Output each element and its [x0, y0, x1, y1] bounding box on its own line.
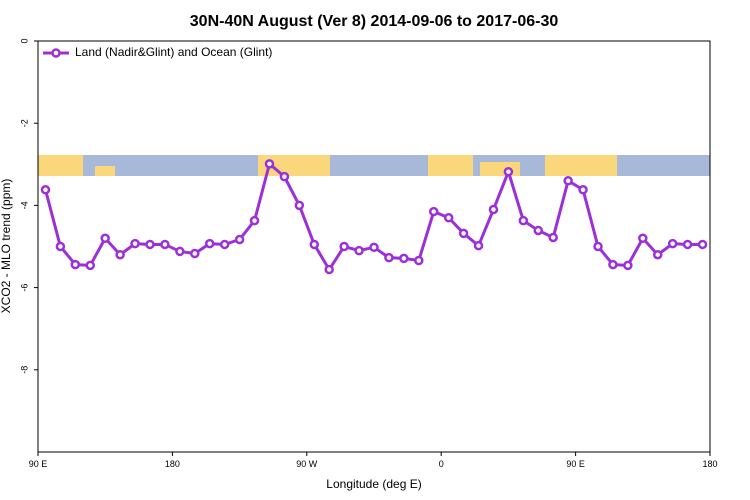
point [458, 228, 469, 239]
point [145, 239, 155, 250]
legend-marker [51, 48, 61, 58]
point [608, 259, 618, 270]
point [175, 246, 185, 257]
point [190, 248, 200, 259]
y-tick-label: -4 [19, 201, 29, 209]
point [369, 242, 379, 253]
chart-title: 30N-40N August (Ver 8) 2014-09-06 to 201… [190, 13, 559, 30]
point [339, 241, 349, 252]
point [428, 206, 439, 217]
y-tick-label: -2 [19, 119, 29, 127]
x-tick-label: 0 [439, 459, 444, 469]
point [324, 264, 334, 275]
point [697, 239, 708, 250]
y-axis-label: XCO2 - MLO trend (ppm) [0, 179, 13, 314]
point [578, 185, 588, 195]
legend-label: Land (Nadir&Glint) and Ocean (Glint) [75, 45, 272, 59]
point [234, 234, 245, 245]
point [548, 232, 558, 243]
point [518, 215, 529, 226]
point [563, 175, 573, 186]
y-tick-label: -6 [19, 284, 29, 292]
point [115, 249, 125, 260]
point [100, 233, 110, 244]
point [204, 238, 215, 249]
point [354, 245, 364, 256]
x-tick-label: 90 E [29, 459, 48, 469]
y-tick-label: -8 [19, 366, 29, 374]
point [533, 225, 544, 236]
x-tick-label: 180 [702, 459, 717, 469]
point [399, 253, 409, 264]
point [294, 200, 305, 211]
point [488, 204, 499, 215]
point [40, 185, 51, 195]
point [219, 239, 230, 250]
x-tick-label: 90 W [296, 459, 318, 469]
point [279, 171, 290, 182]
point [682, 239, 693, 250]
point [652, 249, 663, 260]
point [473, 240, 484, 251]
point [384, 252, 394, 263]
point [85, 260, 96, 271]
x-tick-label: 90 E [566, 459, 585, 469]
y-tick-label: 0 [19, 38, 29, 43]
plot-frame [37, 40, 711, 453]
point [264, 159, 275, 169]
point [414, 255, 424, 266]
point [309, 239, 320, 250]
point [443, 212, 454, 223]
x-axis-label: Longitude (deg E) [326, 477, 421, 491]
point [130, 238, 140, 249]
point [593, 241, 603, 252]
point [55, 241, 66, 252]
series-line [44, 161, 703, 273]
point [70, 259, 81, 270]
x-tick-label: 180 [165, 459, 180, 469]
point [623, 260, 633, 271]
point [638, 233, 648, 244]
point [160, 239, 170, 250]
point [249, 215, 260, 226]
map-strip [38, 155, 710, 176]
point [503, 166, 514, 177]
point [667, 238, 678, 249]
